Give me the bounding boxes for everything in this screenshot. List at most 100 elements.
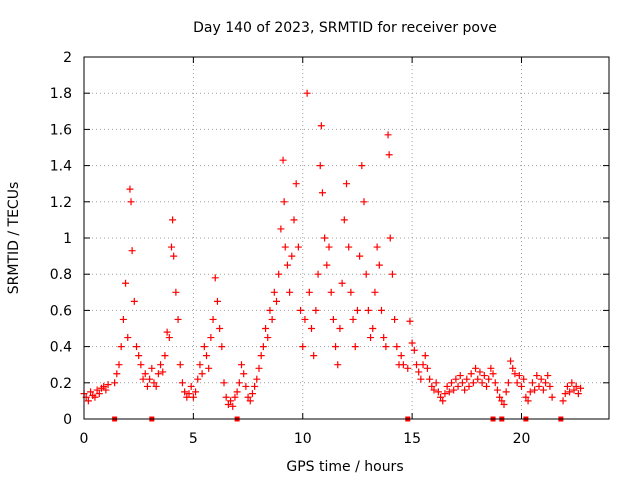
data-point	[489, 370, 497, 378]
data-point	[137, 361, 145, 369]
data-point	[251, 382, 259, 390]
y-tick-label: 0.2	[50, 376, 72, 392]
data-point	[310, 352, 318, 360]
x-tick-label: 5	[189, 431, 198, 447]
data-point	[248, 390, 256, 398]
data-point	[268, 315, 276, 323]
data-point	[141, 370, 149, 378]
data-point	[469, 379, 477, 387]
data-point	[203, 352, 210, 360]
data-point	[222, 393, 230, 401]
y-tick-label: 1.8	[50, 86, 72, 102]
data-point	[480, 372, 488, 380]
data-point	[507, 357, 515, 365]
data-point	[159, 368, 167, 376]
data-point	[478, 379, 486, 387]
data-point	[280, 198, 288, 206]
data-point	[340, 216, 348, 224]
data-point	[563, 382, 571, 390]
data-point	[539, 386, 547, 394]
data-point	[124, 334, 132, 342]
data-point	[238, 361, 245, 369]
data-point	[312, 306, 320, 314]
data-point	[253, 375, 261, 383]
data-point	[417, 375, 425, 383]
data-point	[246, 397, 254, 405]
data-point	[111, 379, 119, 387]
data-point	[502, 388, 510, 396]
data-point	[465, 382, 473, 390]
data-point	[362, 270, 370, 278]
data-point	[345, 243, 353, 251]
data-point	[572, 382, 580, 390]
data-point	[113, 370, 121, 378]
data-point	[351, 343, 359, 351]
data-point	[122, 279, 130, 287]
data-point	[242, 382, 250, 390]
data-point	[542, 379, 550, 387]
data-point	[423, 364, 431, 372]
data-point	[314, 270, 322, 278]
data-point	[277, 225, 285, 233]
data-point	[428, 382, 436, 390]
data-point	[373, 243, 381, 251]
data-point	[375, 261, 383, 269]
data-point	[209, 315, 217, 323]
data-point	[426, 375, 434, 383]
data-point	[347, 288, 355, 296]
data-point	[546, 382, 554, 390]
data-point	[150, 379, 158, 387]
data-point	[384, 131, 392, 139]
data-point	[126, 185, 134, 193]
data-point	[513, 379, 521, 387]
data-point	[240, 370, 248, 378]
data-point	[163, 328, 171, 336]
data-point	[336, 325, 344, 332]
data-point	[154, 370, 162, 378]
data-point	[353, 306, 361, 314]
data-point	[369, 325, 377, 332]
data-point	[509, 364, 517, 372]
data-point	[382, 343, 390, 351]
data-point	[450, 386, 458, 394]
data-point	[399, 361, 407, 369]
chart-title: Day 140 of 2023, SRMTID for receiver pov…	[193, 20, 497, 36]
data-point	[343, 180, 350, 188]
data-point	[297, 306, 305, 314]
data-point	[301, 315, 309, 323]
data-point	[143, 382, 151, 390]
data-point	[371, 288, 379, 296]
data-series	[80, 89, 585, 410]
data-point	[183, 393, 191, 401]
data-point	[327, 288, 335, 296]
data-point	[194, 375, 202, 383]
data-point	[104, 381, 112, 389]
data-point	[485, 375, 493, 383]
data-point	[408, 339, 416, 347]
data-point	[448, 379, 455, 387]
data-point	[356, 252, 364, 260]
data-point	[165, 334, 173, 342]
data-point	[133, 343, 140, 351]
data-point	[533, 372, 541, 380]
data-point	[432, 379, 440, 387]
data-point	[566, 388, 574, 396]
data-point	[128, 247, 136, 255]
data-point	[360, 198, 368, 206]
data-point	[568, 379, 576, 387]
data-point	[135, 352, 143, 360]
data-point	[102, 386, 110, 394]
data-point	[378, 306, 385, 314]
data-point	[205, 364, 213, 372]
data-point	[216, 325, 224, 332]
data-point	[127, 198, 135, 206]
data-point	[174, 315, 182, 323]
data-point	[95, 390, 103, 398]
data-point	[178, 379, 186, 387]
data-point	[406, 317, 414, 325]
data-point	[264, 334, 272, 342]
data-point	[231, 393, 239, 401]
data-point	[91, 393, 99, 401]
